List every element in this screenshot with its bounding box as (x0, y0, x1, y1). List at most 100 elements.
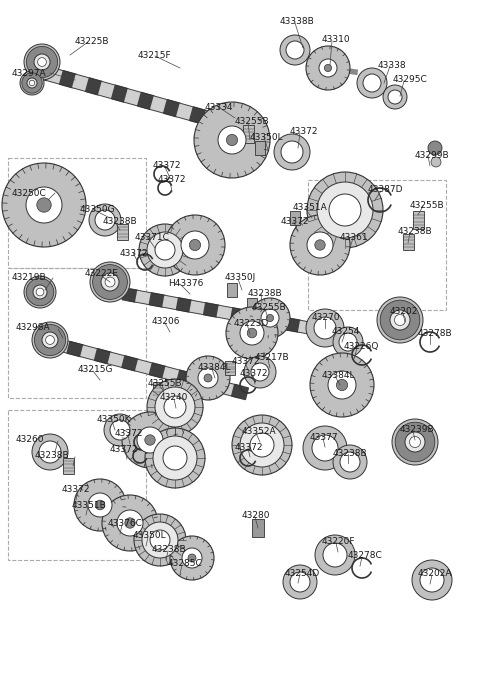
Polygon shape (204, 303, 219, 317)
Circle shape (317, 182, 373, 238)
Bar (8, 410, 146, 560)
Circle shape (395, 315, 406, 326)
Polygon shape (151, 96, 168, 113)
Circle shape (204, 374, 212, 382)
Circle shape (392, 419, 438, 465)
Text: 43372: 43372 (240, 370, 268, 379)
Circle shape (24, 44, 60, 80)
Polygon shape (67, 342, 84, 357)
Circle shape (281, 141, 303, 163)
Circle shape (147, 379, 203, 435)
Text: 43310: 43310 (322, 35, 350, 44)
Polygon shape (177, 298, 192, 312)
Text: 43238B: 43238B (333, 449, 368, 458)
Circle shape (181, 231, 209, 259)
Circle shape (250, 433, 274, 457)
Circle shape (310, 353, 374, 417)
Polygon shape (190, 107, 206, 124)
Polygon shape (218, 381, 235, 396)
Circle shape (145, 434, 155, 445)
Text: 43351A: 43351A (293, 202, 328, 212)
Circle shape (250, 298, 290, 338)
Circle shape (32, 434, 68, 470)
Polygon shape (149, 293, 165, 307)
Polygon shape (285, 318, 301, 332)
Circle shape (104, 414, 136, 446)
Text: 43255B: 43255B (252, 304, 287, 313)
Text: 43255B: 43255B (410, 200, 444, 210)
Circle shape (306, 309, 344, 347)
Bar (308, 180, 446, 310)
Polygon shape (163, 366, 180, 382)
Circle shape (165, 215, 225, 275)
Text: 43384L: 43384L (322, 370, 356, 379)
Text: 43372: 43372 (115, 430, 144, 439)
Text: 43298A: 43298A (16, 323, 50, 332)
Circle shape (117, 510, 143, 536)
Circle shape (290, 572, 310, 592)
Circle shape (155, 240, 175, 260)
Polygon shape (122, 288, 138, 302)
Bar (227, 283, 237, 297)
Circle shape (380, 300, 420, 340)
Circle shape (147, 232, 183, 268)
Polygon shape (177, 370, 193, 385)
Circle shape (20, 71, 44, 95)
Polygon shape (258, 313, 274, 327)
Text: 43350K: 43350K (97, 415, 132, 424)
Polygon shape (47, 67, 63, 84)
Polygon shape (271, 315, 287, 330)
Bar (252, 519, 264, 537)
Text: 43238B: 43238B (103, 217, 138, 227)
Polygon shape (125, 89, 142, 106)
Text: 43239B: 43239B (400, 426, 434, 434)
Circle shape (306, 46, 350, 90)
Text: 43219B: 43219B (12, 274, 47, 283)
Circle shape (405, 432, 425, 452)
Polygon shape (149, 363, 166, 378)
Text: 43372: 43372 (290, 127, 319, 136)
Circle shape (198, 368, 218, 388)
Circle shape (186, 356, 230, 400)
Polygon shape (136, 290, 152, 304)
Circle shape (26, 46, 58, 78)
Circle shape (182, 548, 202, 568)
Text: 43372: 43372 (153, 161, 181, 170)
Circle shape (390, 310, 410, 330)
Text: 43278B: 43278B (418, 328, 453, 338)
Circle shape (283, 565, 317, 599)
Polygon shape (85, 78, 102, 95)
Text: 43220F: 43220F (322, 537, 356, 546)
Circle shape (357, 68, 387, 98)
Circle shape (137, 427, 163, 453)
Bar (8, 268, 146, 398)
Text: 43217B: 43217B (255, 353, 289, 362)
Circle shape (240, 423, 284, 467)
Circle shape (280, 35, 310, 65)
Circle shape (37, 58, 47, 67)
Polygon shape (53, 338, 70, 353)
Text: 43238B: 43238B (398, 227, 432, 236)
Text: 43384L: 43384L (198, 364, 231, 373)
Text: 43240: 43240 (160, 394, 188, 402)
Circle shape (395, 422, 435, 462)
Polygon shape (98, 82, 115, 99)
Text: 43372: 43372 (281, 217, 310, 227)
Bar (153, 382, 164, 398)
Text: 43372: 43372 (62, 486, 91, 494)
Circle shape (290, 215, 350, 275)
Circle shape (383, 85, 407, 109)
Circle shape (363, 74, 381, 92)
Circle shape (27, 78, 37, 88)
Circle shape (153, 436, 197, 480)
Circle shape (22, 73, 42, 93)
Text: 43255B: 43255B (148, 379, 182, 387)
Circle shape (336, 379, 348, 391)
Bar (242, 125, 253, 143)
Text: 43223D: 43223D (234, 319, 269, 328)
Bar (117, 224, 128, 240)
Bar (255, 141, 265, 155)
Circle shape (26, 187, 62, 223)
Text: 43361: 43361 (340, 232, 369, 242)
Circle shape (102, 495, 158, 551)
